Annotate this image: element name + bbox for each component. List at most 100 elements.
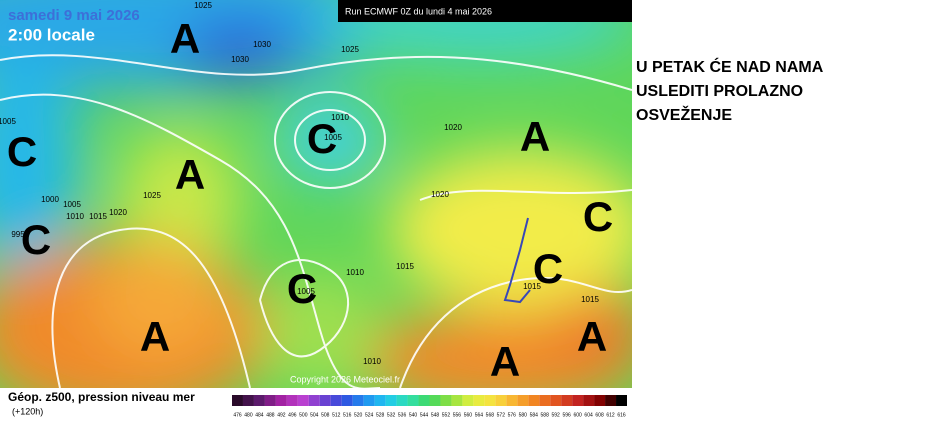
isobar-label: 1015 bbox=[523, 282, 541, 291]
scale-label: 512 bbox=[332, 412, 341, 418]
scale-swatch bbox=[462, 395, 474, 406]
scale-swatch bbox=[385, 395, 397, 406]
pressure-system: A bbox=[175, 151, 205, 198]
scale-swatch bbox=[495, 395, 507, 406]
scale-swatch bbox=[286, 395, 298, 406]
scale-label: 580 bbox=[519, 412, 528, 418]
isobar-label: 1020 bbox=[109, 208, 127, 217]
run-bar bbox=[338, 0, 632, 22]
scale-swatch bbox=[330, 395, 342, 406]
scale-label: 488 bbox=[266, 412, 275, 418]
pressure-system: C bbox=[583, 193, 613, 240]
scale-label: 552 bbox=[442, 412, 451, 418]
scale-label: 560 bbox=[464, 412, 473, 418]
scale-label: 588 bbox=[541, 412, 550, 418]
scale-label: 536 bbox=[398, 412, 407, 418]
scale-label: 604 bbox=[584, 412, 593, 418]
legend-lead: (+120h) bbox=[12, 406, 43, 416]
scale-swatch bbox=[484, 395, 496, 406]
isobar-label: 1015 bbox=[89, 212, 107, 221]
isobar-label: 1020 bbox=[431, 190, 449, 199]
scale-swatch bbox=[473, 395, 485, 406]
scale-label: 556 bbox=[453, 412, 462, 418]
pressure-system: A bbox=[520, 113, 550, 160]
legend-title: Géop. z500, pression niveau mer bbox=[8, 390, 195, 404]
pressure-system: C bbox=[287, 265, 317, 312]
isobar-label: 1020 bbox=[444, 123, 462, 132]
scale-label: 520 bbox=[354, 412, 363, 418]
scale-swatch bbox=[232, 395, 243, 406]
scale-swatch bbox=[616, 395, 627, 406]
scale-label: 492 bbox=[277, 412, 286, 418]
scale-label: 480 bbox=[244, 412, 253, 418]
scale-swatch bbox=[308, 395, 320, 406]
caption-line: U PETAK ĆE NAD NAMA bbox=[636, 57, 824, 76]
isobars bbox=[0, 54, 632, 388]
scale-label: 572 bbox=[497, 412, 506, 418]
scale-label: 616 bbox=[617, 412, 626, 418]
scale-label: 596 bbox=[562, 412, 571, 418]
scale-swatch bbox=[440, 395, 452, 406]
isobar-label: 995 bbox=[11, 230, 25, 239]
isobar-label: 1030 bbox=[231, 55, 249, 64]
caption-line: OSVEŽENJE bbox=[636, 105, 732, 124]
scale-swatch bbox=[451, 395, 463, 406]
time: 2:00 locale bbox=[8, 25, 95, 44]
isobar-label: 1015 bbox=[581, 295, 599, 304]
isobar-label: 1030 bbox=[253, 40, 271, 49]
pressure-system: A bbox=[170, 15, 200, 62]
isobar-label: 1010 bbox=[363, 357, 381, 366]
scale-label: 576 bbox=[508, 412, 517, 418]
scale-label: 584 bbox=[530, 412, 539, 418]
scale-swatch bbox=[572, 395, 584, 406]
pressure-system: A bbox=[490, 338, 520, 385]
track-line bbox=[503, 217, 531, 304]
scale-swatch bbox=[583, 395, 595, 406]
scale-swatch bbox=[341, 395, 353, 406]
pressure-system: A bbox=[140, 313, 170, 360]
scale-swatch bbox=[396, 395, 408, 406]
scale-swatch bbox=[517, 395, 529, 406]
date: samedi 9 mai 2026 bbox=[8, 7, 140, 24]
scale-swatch bbox=[605, 395, 617, 406]
pressure-system: C bbox=[7, 128, 37, 175]
scale-label: 528 bbox=[376, 412, 385, 418]
scale-label: 548 bbox=[431, 412, 440, 418]
scale-swatch bbox=[374, 395, 386, 406]
map bbox=[0, 0, 632, 388]
isobar-label: 1010 bbox=[66, 212, 84, 221]
scale-label: 496 bbox=[288, 412, 297, 418]
run: Run ECMWF 0Z du lundi 4 mai 2026 bbox=[345, 6, 492, 16]
caption-line: USLEDITI PROLAZNO bbox=[636, 83, 803, 100]
scale-swatch bbox=[352, 395, 364, 406]
isobar-label: 1000 bbox=[41, 195, 59, 204]
pressure-system: C bbox=[533, 245, 563, 292]
scale-swatch bbox=[528, 395, 540, 406]
scale-label: 524 bbox=[365, 412, 374, 418]
pressure-system: C bbox=[307, 115, 337, 162]
scale-swatch bbox=[242, 395, 254, 406]
scale-swatch bbox=[297, 395, 309, 406]
isobar-label: 1005 bbox=[324, 133, 342, 142]
scale-swatch bbox=[363, 395, 375, 406]
scale-swatch bbox=[418, 395, 430, 406]
isobar-label: 1010 bbox=[331, 113, 349, 122]
isobar-label: 1005 bbox=[0, 117, 16, 126]
scale-label: 500 bbox=[299, 412, 308, 418]
scale-label: 484 bbox=[255, 412, 264, 418]
scale-label: 564 bbox=[475, 412, 484, 418]
isobar-label: 1005 bbox=[297, 287, 315, 296]
pressure-system: A bbox=[577, 313, 607, 360]
scale-swatch bbox=[319, 395, 331, 406]
scale-label: 508 bbox=[321, 412, 330, 418]
isobar-label: 1010 bbox=[346, 268, 364, 277]
scale-swatch bbox=[264, 395, 276, 406]
scale-swatch bbox=[561, 395, 573, 406]
scale-swatch bbox=[550, 395, 562, 406]
scale-swatch bbox=[539, 395, 551, 406]
scale-label: 540 bbox=[409, 412, 418, 418]
scale-swatch bbox=[506, 395, 518, 406]
scale-label: 516 bbox=[343, 412, 352, 418]
